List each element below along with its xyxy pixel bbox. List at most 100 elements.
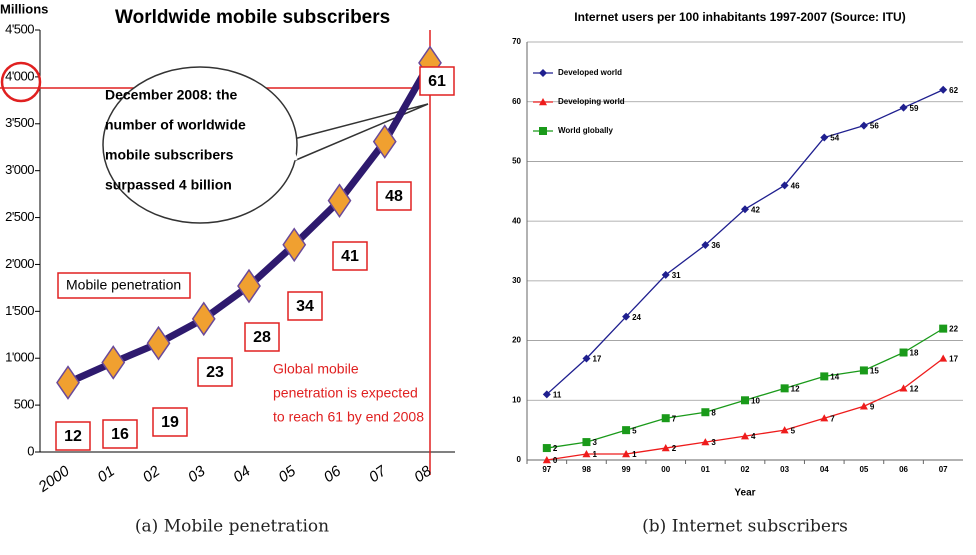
marker [542, 456, 551, 464]
data-label: 42 [751, 205, 760, 214]
marker [939, 85, 948, 94]
callout-text: number of worldwide [105, 117, 246, 133]
penetration-label: 12 [64, 428, 82, 445]
y-tick-label: 500 [14, 397, 34, 412]
x-tick-label: 06 [899, 465, 908, 474]
penetration-box [419, 66, 455, 96]
data-label: 9 [870, 402, 875, 411]
marker [237, 268, 261, 304]
data-label: 17 [949, 355, 958, 364]
y-tick-label: 0 [27, 443, 34, 458]
marker [859, 402, 868, 410]
penetration-label: 34 [296, 298, 314, 315]
y-tick-label: 30 [512, 276, 521, 285]
y-tick-label: 3'500 [5, 115, 34, 130]
data-label: 3 [592, 438, 597, 447]
marker [661, 444, 670, 452]
legend-label: World globally [558, 126, 614, 135]
marker [701, 438, 710, 446]
data-label: 2 [553, 444, 558, 453]
marker [820, 414, 829, 422]
callout-text: surpassed 4 billion [105, 177, 232, 193]
y-axis-label: Millions [0, 1, 48, 16]
marker [820, 133, 829, 142]
penetration-box [376, 181, 412, 211]
x-tick-label: 05 [859, 465, 868, 474]
data-label: 1 [592, 450, 597, 459]
marker [939, 324, 948, 333]
data-label: 4 [751, 432, 756, 441]
data-label: 10 [751, 396, 760, 405]
data-label: 12 [791, 384, 800, 393]
marker [899, 103, 908, 112]
x-tick-label: 08 [411, 462, 435, 486]
x-tick-label: 03 [185, 462, 209, 486]
x-axis-label: Year [734, 488, 755, 499]
note-text: to reach 61 by end 2008 [273, 409, 424, 425]
data-label: 36 [711, 241, 720, 250]
y-tick-label: 20 [512, 336, 521, 345]
x-tick-label: 2000 [35, 462, 73, 496]
x-tick-label: 04 [820, 465, 829, 474]
data-label: 24 [632, 313, 641, 322]
x-tick-label: 99 [622, 465, 631, 474]
y-tick-label: 70 [512, 37, 521, 46]
penetration-label: 16 [111, 426, 129, 443]
data-label: 11 [553, 390, 562, 399]
penetration-box [102, 419, 138, 449]
penetration-label: 19 [161, 414, 179, 431]
note-text: Global mobile [273, 361, 359, 377]
legend-label: Mobile penetration [66, 277, 181, 293]
data-label: 62 [949, 86, 958, 95]
marker [622, 426, 631, 435]
marker [780, 181, 789, 190]
data-label: 46 [791, 181, 800, 190]
y-tick-label: 50 [512, 157, 521, 166]
marker [859, 121, 868, 130]
callout-join [288, 139, 298, 161]
x-tick-label: 98 [582, 465, 591, 474]
marker [741, 432, 749, 440]
y-tick-label: 1'000 [5, 350, 34, 365]
marker [146, 325, 171, 361]
marker [542, 390, 551, 399]
data-label: 0 [553, 456, 558, 465]
data-label: 14 [830, 373, 839, 382]
x-tick-label: 00 [661, 465, 670, 474]
y-tick-label: 4'000 [5, 68, 34, 83]
penetration-label: 23 [206, 364, 224, 381]
marker [859, 366, 868, 375]
marker [327, 183, 352, 218]
x-tick-label: 97 [542, 465, 551, 474]
chart-title: Internet users per 100 inhabitants 1997-… [574, 10, 905, 24]
y-tick-label: 1'500 [5, 303, 34, 318]
marker [582, 450, 591, 458]
penetration-box [287, 291, 323, 321]
x-tick-label: 06 [321, 462, 345, 486]
data-label: 7 [672, 414, 677, 423]
penetration-label: 48 [385, 188, 403, 205]
data-label: 7 [830, 414, 835, 423]
y-tick-label: 4'500 [5, 21, 34, 36]
x-tick-label: 02 [140, 462, 164, 486]
marker [820, 372, 829, 381]
caption: (a) Mobile penetration [135, 517, 329, 537]
marker [939, 354, 948, 362]
marker [622, 450, 631, 458]
data-label: 2 [672, 444, 677, 453]
x-tick-label: 03 [780, 465, 789, 474]
y-tick-label: 60 [512, 97, 521, 106]
marker [899, 348, 908, 357]
legend-label: Developed world [558, 68, 622, 77]
line [546, 89, 944, 395]
x-tick-label: 07 [939, 465, 948, 474]
data-label: 31 [672, 271, 681, 280]
penetration-box [332, 241, 368, 271]
x-tick-label: 05 [275, 462, 299, 486]
line [546, 357, 944, 461]
data-label: 5 [632, 426, 637, 435]
marker [661, 414, 670, 423]
line [546, 328, 944, 449]
y-tick-label: 40 [512, 216, 521, 225]
data-label: 22 [949, 325, 958, 334]
